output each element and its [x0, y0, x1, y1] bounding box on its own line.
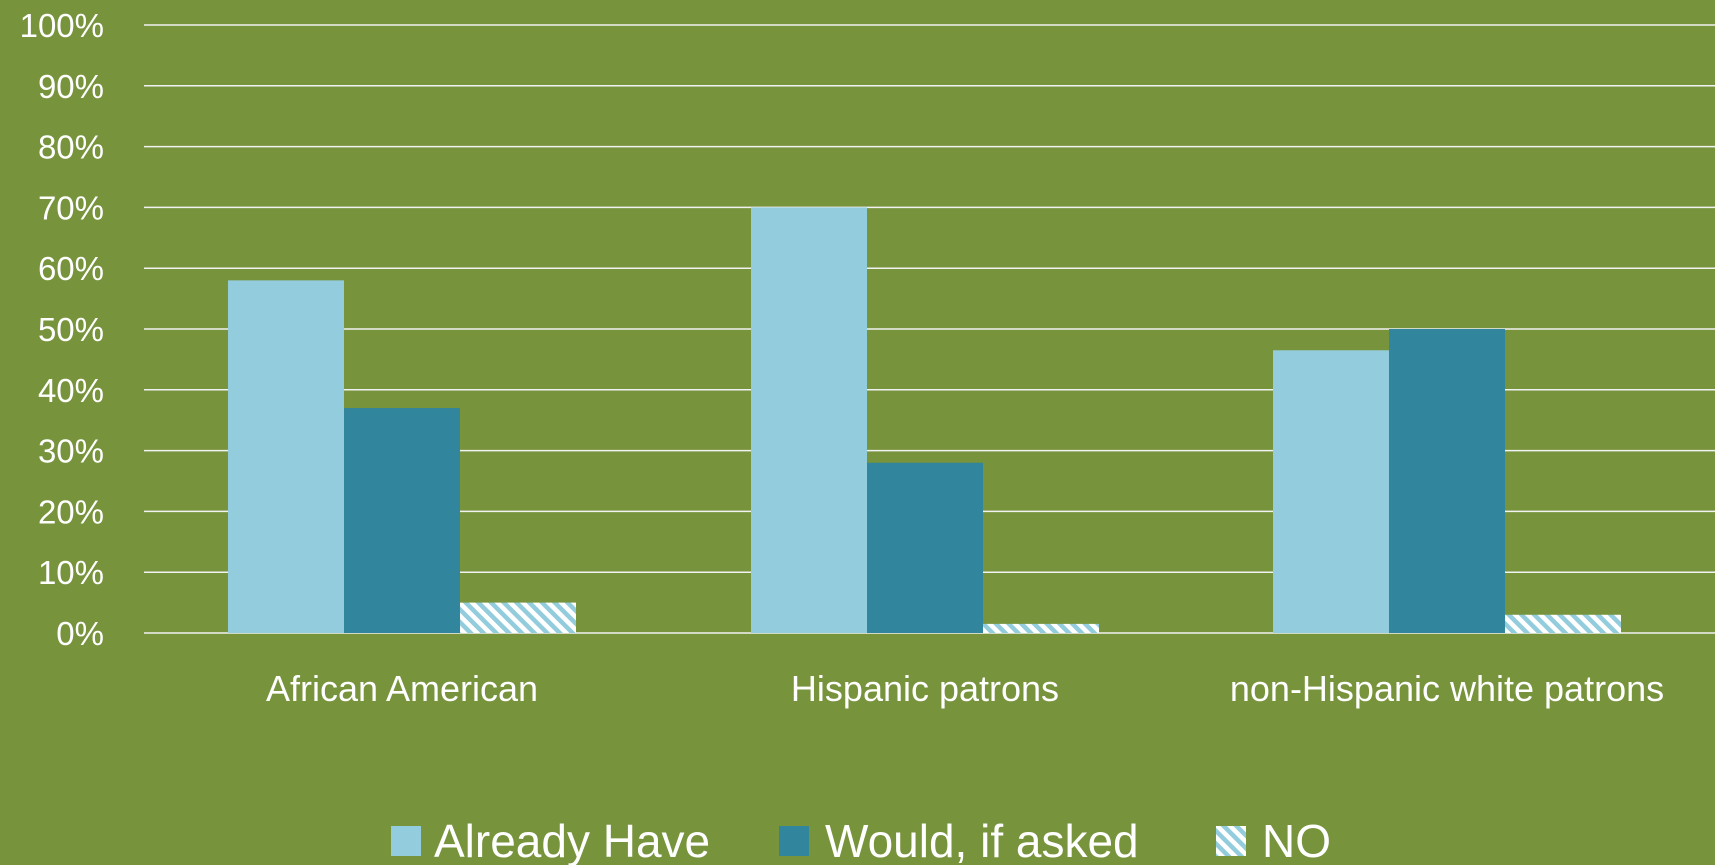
category-label: non-Hispanic white patrons — [1230, 668, 1664, 709]
y-tick-label: 40% — [38, 372, 104, 409]
bar-no-hispanic-patrons — [983, 623, 1099, 633]
legend-swatch — [391, 826, 421, 856]
bar-would-if-asked-non-hispanic-white-patrons — [1389, 329, 1505, 633]
bar-already-have-non-hispanic-white-patrons — [1273, 350, 1389, 633]
category-label: African American — [266, 668, 538, 709]
category-label: Hispanic patrons — [791, 668, 1059, 709]
legend-label: Already Have — [434, 815, 710, 865]
legend: Already Have Would, if asked NO — [391, 815, 1331, 865]
bar-no-african-american — [460, 602, 576, 633]
y-tick-label: 30% — [38, 433, 104, 470]
bar-already-have-hispanic-patrons — [751, 207, 867, 633]
legend-label: Would, if asked — [825, 815, 1139, 865]
y-tick-label: 70% — [38, 189, 104, 226]
y-tick-label: 0% — [56, 615, 104, 652]
x-axis-category-labels: African American Hispanic patrons non-Hisp… — [266, 668, 1664, 709]
bar-would-if-asked-african-american — [344, 408, 460, 633]
bar-no-non-hispanic-white-patrons — [1505, 614, 1621, 633]
bar-would-if-asked-hispanic-patrons — [867, 462, 983, 633]
legend-swatch — [779, 826, 809, 856]
legend-swatch — [1216, 826, 1246, 856]
legend-label: NO — [1262, 815, 1331, 865]
y-tick-label: 90% — [38, 68, 104, 105]
y-tick-label: 60% — [38, 250, 104, 287]
y-tick-label: 80% — [38, 129, 104, 166]
y-tick-label: 20% — [38, 493, 104, 530]
y-tick-label: 50% — [38, 311, 104, 348]
y-axis-tick-labels: 0% 10% 20% 30% 40% 50% 60% 70% 80% 90% 100% — [20, 7, 104, 652]
bars — [228, 207, 1621, 633]
bar-already-have-african-american — [228, 280, 344, 633]
y-tick-label: 100% — [20, 7, 104, 44]
y-tick-label: 10% — [38, 554, 104, 591]
